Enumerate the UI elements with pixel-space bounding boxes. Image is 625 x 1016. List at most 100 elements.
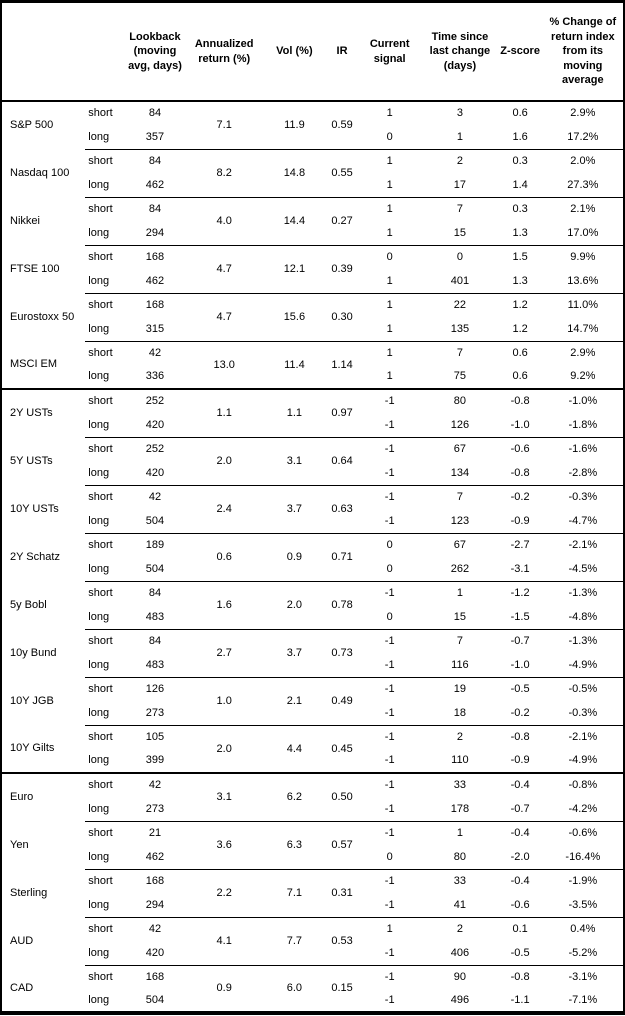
table-row: S&P 500 short 84 7.1 11.9 0.59 1 3 0.6 2.9% — [1, 101, 624, 131]
col-header-ir: IR — [327, 1, 358, 102]
vol-value: 4.4 — [261, 724, 327, 773]
z-score-value: -2.0 — [510, 850, 530, 863]
z-score-value: -1.1 — [510, 993, 530, 1006]
z-score-value: 1.5 — [497, 244, 543, 269]
leg-label: short — [85, 292, 124, 317]
leg-label: short — [88, 107, 113, 120]
z-score-value: 0.3 — [497, 196, 543, 221]
leg-label: short — [85, 436, 124, 461]
lookback-value: 21 — [123, 820, 187, 845]
time-since-value: 75 — [453, 370, 467, 383]
vol-value: 2.0 — [261, 580, 327, 629]
vol-value: 3.7 — [261, 484, 327, 533]
leg-label: short — [85, 628, 124, 653]
pct-change-value: -1.9% — [542, 868, 624, 893]
z-score-value: -0.2 — [510, 706, 530, 719]
pct-change-value: -0.3% — [568, 706, 598, 719]
leg-label: short — [85, 724, 124, 749]
pct-change-value: -4.9% — [568, 658, 598, 671]
time-since-value: 7 — [422, 196, 498, 221]
table-row: long 399 -1 110 -0.9 -4.9% — [1, 749, 624, 773]
annualized-return-value: 1.6 — [186, 580, 262, 629]
table-row: Eurostoxx 50 short 168 4.7 15.6 0.30 1 22 1.2 11.… — [1, 292, 624, 341]
vol-value: 7.7 — [261, 916, 327, 965]
ir-value: 0.59 — [331, 119, 353, 132]
signal-value: 1 — [386, 107, 393, 120]
signal-value: -1 — [384, 658, 395, 671]
table-row: long 483 -1 116 -1.0 -4.9% — [1, 653, 624, 677]
leg-label: short — [85, 484, 124, 509]
col-header-signal: Current signal — [357, 1, 423, 102]
vol-value: 14.4 — [261, 196, 327, 245]
ir-value: 0.78 — [327, 580, 358, 629]
annualized-return-value: 0.6 — [186, 532, 262, 581]
annualized-return-value: 1.0 — [186, 676, 262, 725]
signal-value: -1 — [357, 868, 423, 893]
signal-value: -1 — [357, 628, 423, 653]
leg-label: short — [85, 244, 124, 269]
pct-change-value: 11.0% — [542, 292, 624, 317]
lookback-value: 84 — [123, 580, 187, 605]
signal-value: -1 — [357, 676, 423, 701]
leg-label: short — [85, 148, 124, 173]
pct-change-value: -4.5% — [568, 562, 598, 575]
pct-change-value: 2.0% — [542, 148, 624, 173]
leg-label: long — [88, 274, 110, 287]
time-since-value: 496 — [450, 993, 470, 1006]
z-score-value: -0.7 — [497, 628, 543, 653]
time-since-value: 1 — [422, 580, 498, 605]
signal-value: -1 — [384, 466, 395, 479]
signal-value: -1 — [357, 772, 423, 797]
pct-change-value: 9.2% — [570, 370, 596, 383]
signal-value: 1 — [386, 274, 393, 287]
pct-change-value: 17.2% — [567, 130, 599, 143]
signal-value: -1 — [357, 580, 423, 605]
z-score-value: -0.4 — [497, 868, 543, 893]
leg-label: short — [85, 580, 124, 605]
vol-value: 3.1 — [261, 436, 327, 485]
leg-label: long — [88, 178, 110, 191]
lookback-value: 168 — [123, 868, 187, 893]
time-since-value: 2 — [422, 724, 498, 749]
asset-name: Yen — [10, 838, 29, 851]
table-row: Euro short 42 3.1 6.2 0.50 -1 33 -0.4 -0.8% — [1, 772, 624, 821]
leg-label: long — [88, 658, 110, 671]
time-since-value: 33 — [422, 772, 498, 797]
z-score-value: 0.6 — [512, 107, 528, 120]
table-row: CAD short 168 0.9 6.0 0.15 -1 90 -0.8 -3.1% — [1, 964, 624, 1013]
leg-label: short — [85, 388, 124, 413]
asset-name: Nasdaq 100 — [10, 166, 70, 179]
asset-name: 2Y Schatz — [10, 550, 60, 563]
signal-value: -1 — [384, 946, 395, 959]
signal-value: 0 — [386, 610, 393, 623]
z-score-value: -0.5 — [510, 946, 530, 959]
signal-value: 1 — [357, 340, 423, 365]
lookback-value: 294 — [145, 226, 165, 239]
pct-change-value: -4.9% — [568, 754, 598, 767]
ir-value: 0.30 — [327, 292, 358, 341]
time-since-value: 18 — [453, 706, 467, 719]
pct-change-value: -0.5% — [542, 676, 624, 701]
pct-change-value: -4.8% — [568, 610, 598, 623]
z-score-value: 1.4 — [512, 178, 528, 191]
lookback-value: 189 — [123, 532, 187, 557]
table-row: long 273 -1 178 -0.7 -4.2% — [1, 797, 624, 821]
annualized-return-value: 2.0 — [186, 724, 262, 773]
asset-name: FTSE 100 — [10, 262, 60, 275]
signal-value: -1 — [357, 484, 423, 509]
signal-value: -1 — [384, 514, 395, 527]
leg-label: long — [88, 370, 110, 383]
time-since-value: 17 — [453, 178, 467, 191]
table-row: long 357 0 1 1.6 17.2% — [1, 125, 624, 149]
leg-label: short — [85, 196, 124, 221]
time-since-value: 116 — [451, 658, 469, 671]
lookback-value: 336 — [145, 370, 165, 383]
z-score-value: 1.2 — [512, 322, 528, 335]
asset-name: AUD — [10, 934, 34, 947]
signal-value: 0 — [386, 130, 393, 143]
leg-label: long — [88, 946, 110, 959]
annualized-return-value: 2.2 — [186, 868, 262, 917]
pct-change-value: -1.0% — [542, 388, 624, 413]
time-since-value: 7 — [422, 484, 498, 509]
